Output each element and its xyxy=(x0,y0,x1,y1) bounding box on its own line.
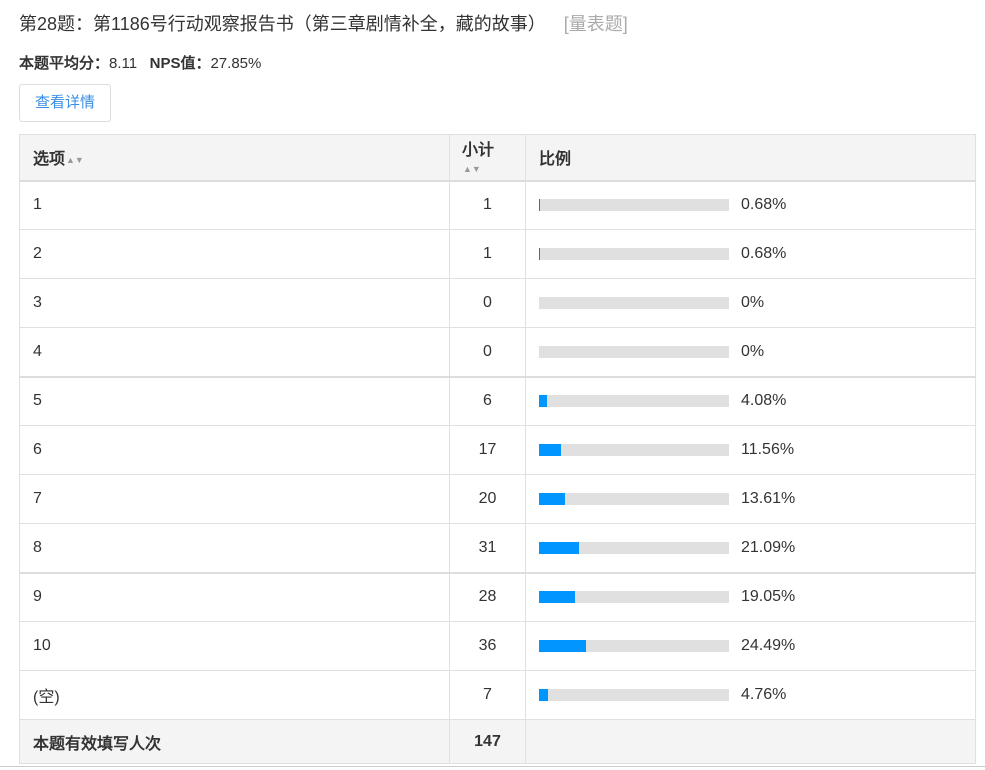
percent-text: 0% xyxy=(741,342,765,360)
count-cell: 0 xyxy=(449,327,526,378)
option-cell: 5 xyxy=(19,376,450,426)
percent-text: 4.08% xyxy=(741,392,787,410)
count-cell: 20 xyxy=(449,474,526,524)
table-row: 9 28 19.05% xyxy=(19,572,976,622)
table-row: 2 1 0.68% xyxy=(19,229,976,279)
percent-cell: 0.68% xyxy=(525,229,976,279)
table-footer: 本题有效填写人次 147 xyxy=(19,719,976,764)
question-title: 第28题：第1186号行动观察报告书（第三章剧情补全，藏的故事） [量表题] xyxy=(19,10,628,36)
percent-cell: 4.76% xyxy=(525,670,976,720)
percent-bar xyxy=(539,541,729,554)
avg-label: 本题平均分： xyxy=(19,55,110,72)
percent-text: 19.05% xyxy=(741,588,796,606)
percent-bar-fill xyxy=(539,199,541,212)
question-type-tag: [量表题] xyxy=(563,14,628,34)
header-count-label: 小计 xyxy=(462,142,495,160)
percent-bar xyxy=(539,443,729,456)
count-cell: 0 xyxy=(449,278,526,328)
avg-value: 8.11 xyxy=(109,55,138,72)
table-row: 5 6 4.08% xyxy=(19,376,976,426)
header-percent: 比例 xyxy=(525,134,976,182)
option-cell: (空) xyxy=(19,670,450,720)
percent-cell: 21.09% xyxy=(525,523,976,574)
view-details-button[interactable]: 查看详情 xyxy=(19,84,111,122)
table-row: 10 36 24.49% xyxy=(19,621,976,671)
table-row: 4 0 0% xyxy=(19,327,976,378)
percent-cell: 0.68% xyxy=(525,180,976,230)
option-cell: 7 xyxy=(19,474,450,524)
sort-icon[interactable]: ▲▼ xyxy=(66,155,84,166)
percent-cell: 13.61% xyxy=(525,474,976,524)
question-title-text: 第28题：第1186号行动观察报告书（第三章剧情补全，藏的故事） xyxy=(19,14,546,34)
percent-text: 24.49% xyxy=(741,636,796,654)
footer-label: 本题有效填写人次 xyxy=(19,719,450,764)
option-cell: 6 xyxy=(19,425,450,475)
header-option[interactable]: 选项▲▼ xyxy=(19,134,450,182)
count-cell: 31 xyxy=(449,523,526,574)
percent-text: 21.09% xyxy=(741,538,796,556)
percent-bar xyxy=(539,345,729,358)
header-count[interactable]: 小计 ▲▼ xyxy=(449,134,526,182)
count-cell: 28 xyxy=(449,572,526,622)
percent-bar-fill xyxy=(539,541,580,554)
nps-label: NPS值： xyxy=(149,55,211,72)
percent-bar-fill xyxy=(539,395,547,408)
option-cell: 8 xyxy=(19,523,450,574)
table-row: 7 20 13.61% xyxy=(19,474,976,524)
option-cell: 10 xyxy=(19,621,450,671)
percent-bar xyxy=(539,639,729,652)
percent-bar xyxy=(539,492,729,505)
nps-value: 27.85% xyxy=(210,55,262,72)
percent-bar-fill xyxy=(539,639,586,652)
percent-text: 11.56% xyxy=(741,440,795,458)
option-cell: 3 xyxy=(19,278,450,328)
count-cell: 6 xyxy=(449,376,526,426)
header-option-label: 选项 xyxy=(33,151,66,169)
percent-cell: 24.49% xyxy=(525,621,976,671)
results-table: 选项▲▼ 小计▲▼ 比例 1 1 0.68% 2 1 0.68% 3 0 0% 4 0 0% 5 6 4.0… xyxy=(19,134,976,764)
percent-cell: 19.05% xyxy=(525,572,976,622)
table-row: 3 0 0% xyxy=(19,278,976,328)
percent-bar-fill xyxy=(539,591,576,604)
footer-empty xyxy=(525,719,976,764)
divider xyxy=(0,766,985,767)
percent-bar-fill xyxy=(539,492,565,505)
percent-bar xyxy=(539,296,729,309)
option-cell: 2 xyxy=(19,229,450,279)
table-row: 1 1 0.68% xyxy=(19,180,976,230)
percent-text: 4.76% xyxy=(741,685,787,703)
table-row: 8 31 21.09% xyxy=(19,523,976,574)
percent-text: 0% xyxy=(741,293,765,311)
percent-bar-fill xyxy=(539,688,549,701)
table-row: 6 17 11.56% xyxy=(19,425,976,475)
option-cell: 9 xyxy=(19,572,450,622)
count-cell: 1 xyxy=(449,229,526,279)
percent-bar xyxy=(539,199,729,212)
percent-bar-fill xyxy=(539,247,541,260)
option-cell: 1 xyxy=(19,180,450,230)
count-cell: 17 xyxy=(449,425,526,475)
percent-cell: 11.56% xyxy=(525,425,976,475)
question-stats: 本题平均分：8.11 NPS值：27.85% xyxy=(19,52,261,73)
percent-text: 0.68% xyxy=(741,196,787,214)
percent-bar-fill xyxy=(539,443,561,456)
percent-bar xyxy=(539,247,729,260)
percent-text: 13.61% xyxy=(741,489,796,507)
table-row: (空) 7 4.76% xyxy=(19,670,976,720)
percent-text: 0.68% xyxy=(741,244,787,262)
percent-cell: 4.08% xyxy=(525,376,976,426)
count-cell: 36 xyxy=(449,621,526,671)
count-cell: 7 xyxy=(449,670,526,720)
percent-bar xyxy=(539,688,729,701)
table-header: 选项▲▼ 小计▲▼ 比例 xyxy=(19,134,976,182)
option-cell: 4 xyxy=(19,327,450,378)
footer-total: 147 xyxy=(449,719,526,764)
count-cell: 1 xyxy=(449,180,526,230)
percent-bar xyxy=(539,395,729,408)
sort-icon[interactable]: ▲▼ xyxy=(463,164,481,175)
header-percent-label: 比例 xyxy=(539,151,572,169)
percent-cell: 0% xyxy=(525,327,976,378)
percent-cell: 0% xyxy=(525,278,976,328)
percent-bar xyxy=(539,591,729,604)
